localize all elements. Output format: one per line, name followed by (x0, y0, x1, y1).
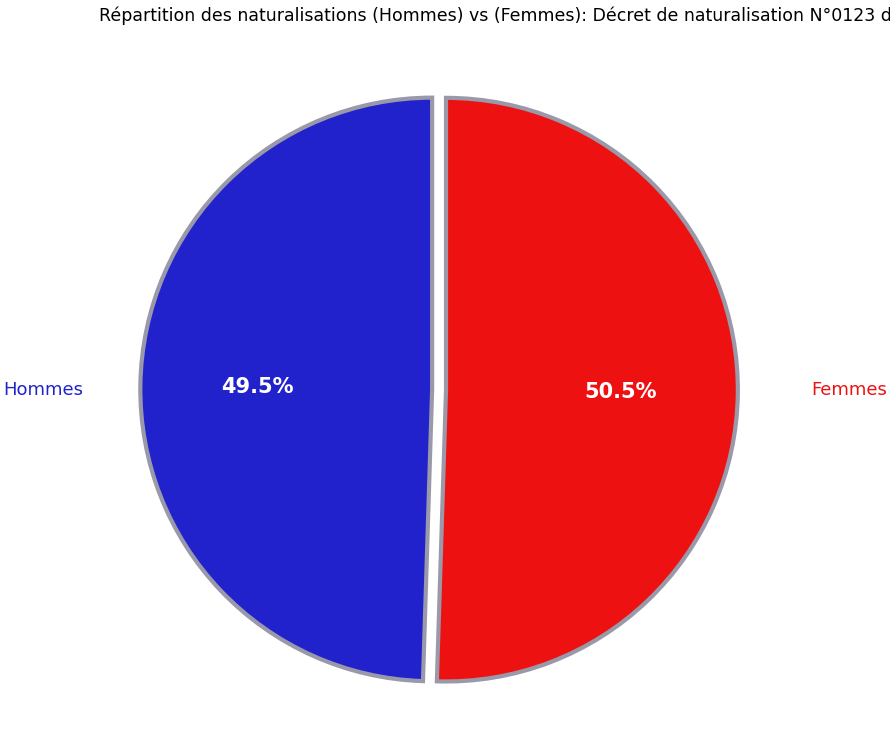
Text: 49.5%: 49.5% (221, 376, 294, 397)
Text: Femmes: Femmes (811, 381, 887, 399)
Text: 50.5%: 50.5% (585, 382, 658, 403)
Wedge shape (141, 97, 433, 681)
Text: Répartition des naturalisations (Hommes) vs (Femmes): Décret de naturalisation N: Répartition des naturalisations (Hommes)… (99, 7, 890, 25)
Text: Hommes: Hommes (3, 381, 83, 399)
Wedge shape (437, 98, 738, 682)
